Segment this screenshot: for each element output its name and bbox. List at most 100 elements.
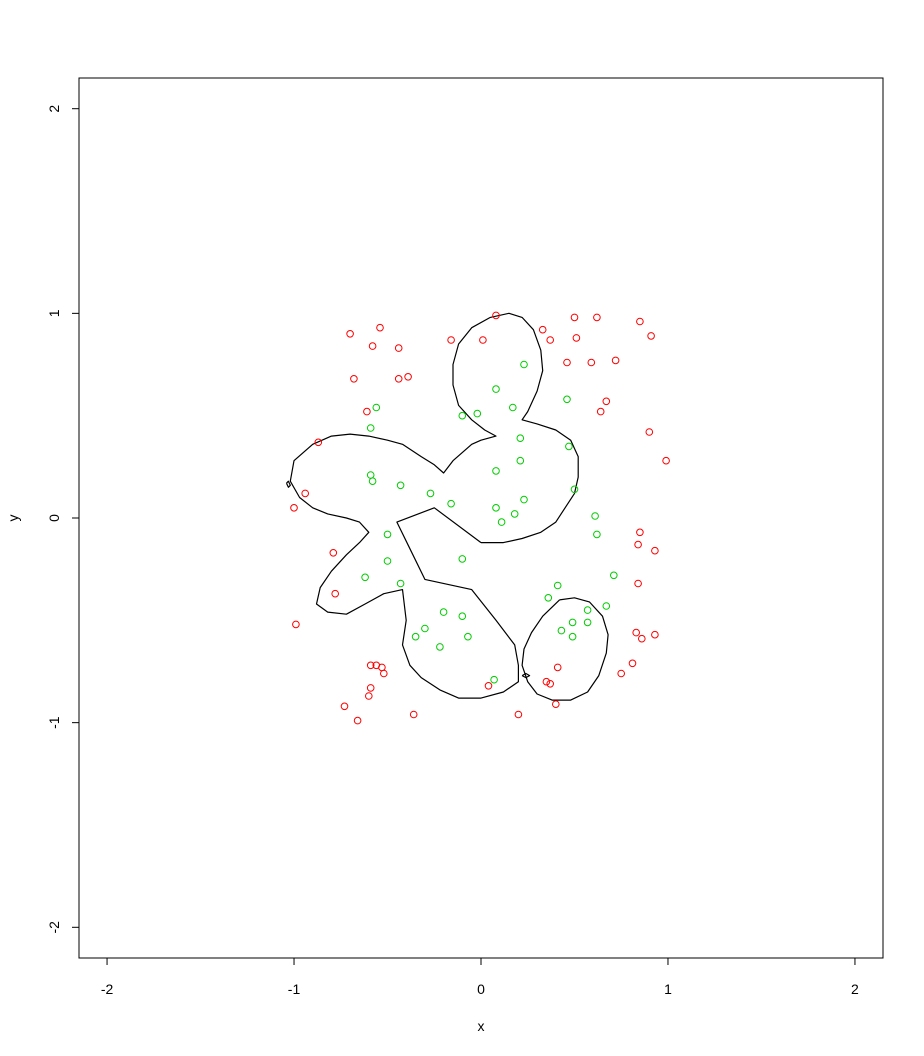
green-point	[602, 602, 611, 610]
green-point	[490, 675, 498, 684]
red-point	[329, 549, 338, 557]
y-tick-label: 0	[46, 514, 62, 522]
green-point	[426, 489, 435, 498]
y-tick-label: -1	[46, 716, 62, 729]
x-tick-label: -1	[288, 981, 301, 997]
green-point	[583, 618, 592, 627]
red-point	[314, 438, 323, 447]
red-point	[492, 311, 500, 320]
green-point	[366, 424, 375, 432]
green-point	[396, 579, 405, 588]
red-point	[366, 661, 375, 670]
green-point	[516, 456, 525, 465]
red-point	[394, 344, 403, 352]
y-tick-label: 2	[46, 105, 62, 113]
red-point	[363, 407, 371, 416]
green-point	[372, 403, 381, 412]
green-point	[458, 555, 467, 563]
green-point	[570, 485, 579, 494]
red-point	[292, 620, 300, 629]
red-point	[638, 634, 646, 643]
x-axis: -2 -1 0 1 2	[101, 957, 859, 997]
green-point	[464, 632, 472, 641]
green-point	[544, 594, 553, 602]
x-tick-label: -2	[101, 981, 114, 997]
green-point	[568, 618, 577, 627]
red-point	[647, 332, 655, 340]
green-point	[361, 573, 369, 582]
green-point	[447, 499, 455, 508]
red-point	[634, 579, 642, 588]
green-point	[583, 606, 592, 614]
red-point	[479, 336, 487, 344]
green-point	[492, 504, 500, 512]
red-point	[628, 659, 637, 668]
green-point	[497, 518, 506, 526]
red-point	[546, 680, 555, 688]
green-point	[492, 467, 500, 475]
x-axis-label: x	[478, 1018, 485, 1034]
green-point	[557, 626, 566, 635]
decision-boundary	[521, 672, 531, 679]
green-point	[568, 632, 577, 641]
green-point	[520, 360, 528, 369]
red-point	[350, 375, 358, 383]
green-point	[383, 557, 392, 565]
red-point	[331, 589, 340, 598]
green-point	[516, 434, 525, 443]
red-point	[572, 334, 581, 342]
green-point	[473, 409, 482, 418]
red-point	[404, 373, 412, 381]
decision-boundary	[521, 597, 609, 701]
red-point	[636, 317, 644, 326]
red-point	[346, 330, 354, 338]
red-point	[563, 358, 571, 367]
red-point	[366, 684, 375, 692]
red-point	[514, 710, 523, 719]
red-point	[546, 336, 555, 344]
red-point	[376, 323, 384, 332]
green-point	[411, 632, 420, 641]
red-point	[538, 325, 547, 334]
green-point	[563, 395, 571, 404]
red-point	[645, 428, 654, 436]
red-point	[394, 375, 403, 383]
decision-boundary	[285, 480, 291, 488]
red-point	[570, 313, 579, 322]
x-tick-label: 0	[477, 981, 485, 997]
red-point	[365, 692, 373, 700]
green-point	[610, 571, 618, 580]
red-point	[484, 682, 493, 690]
red-point	[301, 489, 310, 498]
green-point	[458, 411, 467, 420]
green-point	[591, 512, 599, 520]
green-point	[421, 624, 429, 633]
green-point	[593, 530, 601, 539]
red-point	[617, 669, 626, 678]
y-tick-label: 1	[46, 309, 62, 317]
green-point	[520, 495, 528, 504]
red-point	[634, 540, 642, 549]
red-point	[380, 669, 388, 678]
x-tick-label: 2	[851, 981, 859, 997]
red-point	[552, 700, 560, 709]
red-point	[587, 358, 596, 367]
red-point	[596, 407, 605, 416]
red-point	[662, 456, 670, 465]
red-point	[542, 677, 551, 686]
green-point	[436, 643, 444, 651]
red-point	[611, 356, 620, 365]
y-axis-label: y	[5, 515, 21, 522]
red-point	[651, 546, 659, 555]
red-point	[447, 336, 455, 344]
points-layer	[290, 311, 670, 725]
red-point	[651, 630, 659, 639]
green-point	[553, 581, 562, 590]
y-axis: -2 -1 0 1 2	[46, 105, 80, 934]
green-point	[510, 510, 519, 518]
red-point	[636, 528, 644, 537]
x-tick-label: 1	[664, 981, 672, 997]
y-tick-label: -2	[46, 921, 62, 934]
green-point	[458, 612, 467, 621]
